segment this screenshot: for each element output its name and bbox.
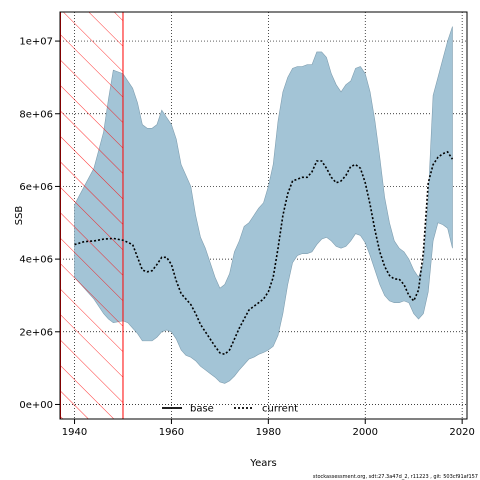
- y-axis-title: SSB: [14, 206, 25, 226]
- x-tick-label: 1960: [159, 427, 184, 438]
- footer-credit: stockassessment.org, sdt:27.3a47d_2, r11…: [313, 474, 478, 480]
- x-tick-label: 1940: [62, 427, 87, 438]
- series-lines: [74, 150, 454, 356]
- y-axis-ticks: 0e+00 2e+06 4e+06 6e+06 8e+06 1e+07: [19, 37, 60, 411]
- x-tick-label: 2000: [353, 427, 378, 438]
- series-line-current: [74, 150, 454, 356]
- confidence-band-area: [74, 26, 453, 384]
- plot-frame: [59, 11, 468, 420]
- legend-label-base: base: [190, 404, 214, 415]
- legend: base current: [162, 404, 298, 415]
- y-tick-label: 2e+06: [19, 327, 53, 338]
- hatch-fill: [60, 12, 123, 419]
- y-tick-label: 0e+00: [19, 400, 53, 411]
- y-tick-label: 1e+07: [19, 37, 53, 48]
- y-tick-label: 4e+06: [19, 255, 53, 266]
- x-tick-label: 2020: [449, 427, 474, 438]
- y-tick-label: 8e+06: [19, 109, 53, 120]
- legend-label-current: current: [262, 404, 298, 415]
- confidence-band: [74, 26, 453, 384]
- y-tick-label: 6e+06: [19, 182, 53, 193]
- x-axis-title: Years: [249, 458, 276, 469]
- hatched-region: [60, 12, 124, 419]
- x-tick-label: 1980: [256, 427, 281, 438]
- x-axis-ticks: 1940 1960 1980 2000 2020: [62, 419, 475, 438]
